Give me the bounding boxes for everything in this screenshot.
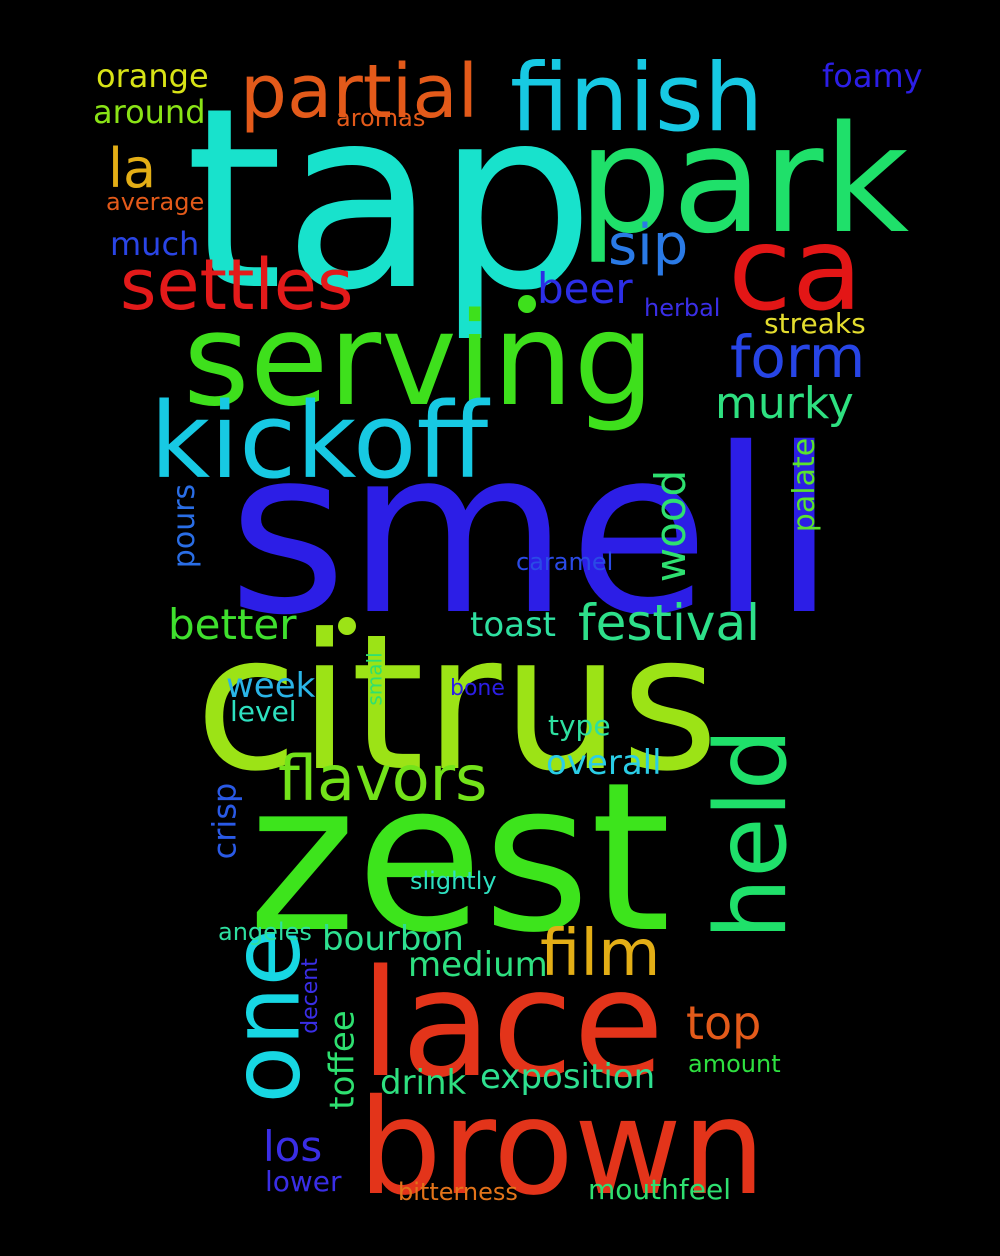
- word-flavors: flavors: [278, 742, 488, 815]
- word-settles: settles: [120, 244, 354, 326]
- word-serving: serving: [183, 286, 655, 435]
- word-streaks: streaks: [764, 307, 866, 340]
- word-los: los: [263, 1122, 323, 1171]
- word-bitterness: bitterness: [398, 1178, 518, 1206]
- word-zest: zest: [248, 738, 671, 978]
- word-bone: bone: [450, 676, 505, 701]
- word-foamy: foamy: [822, 57, 923, 95]
- word-small: small: [362, 651, 387, 706]
- word-slightly: slightly: [410, 867, 497, 895]
- word-herbal: herbal: [644, 294, 721, 322]
- word-partial: partial: [240, 49, 479, 135]
- word-toast: toast: [470, 605, 557, 645]
- word-film: film: [540, 917, 661, 991]
- word-around: around: [93, 93, 206, 131]
- word-toffee: toffee: [322, 1009, 363, 1110]
- word-medium: medium: [408, 945, 548, 985]
- word-type: type: [548, 709, 611, 742]
- word-tap: tap: [185, 54, 595, 345]
- word-much: much: [110, 225, 200, 263]
- word-bourbon: bourbon: [322, 919, 464, 959]
- word-week: week: [226, 666, 316, 706]
- word-finish: finish: [510, 44, 764, 153]
- word-amount: amount: [688, 1050, 781, 1078]
- word-caramel: caramel: [516, 548, 614, 576]
- word-mouthfeel: mouthfeel: [588, 1173, 731, 1206]
- word-festival: festival: [578, 594, 761, 652]
- word-level: level: [230, 695, 297, 728]
- word-lower: lower: [265, 1165, 342, 1198]
- word-top: top: [686, 996, 762, 1050]
- word-crisp: crisp: [204, 782, 243, 859]
- word-citrus: citrus: [195, 594, 719, 813]
- word-palate: palate: [787, 437, 823, 533]
- word-murky: murky: [715, 378, 854, 429]
- word-angeles: angeles: [218, 918, 312, 946]
- word-ca: ca: [728, 202, 863, 337]
- word-wood: wood: [646, 469, 696, 583]
- word-kickoff: kickoff: [150, 380, 489, 502]
- word-overall: overall: [546, 743, 662, 783]
- word-brown: brown: [358, 1071, 766, 1225]
- word-lace: lace: [360, 938, 665, 1110]
- word-orange: orange: [96, 57, 209, 95]
- word-average: average: [106, 188, 205, 216]
- word-form: form: [730, 323, 866, 391]
- word-aromas: aromas: [336, 104, 426, 132]
- word-exposition: exposition: [480, 1057, 656, 1097]
- word-smell: smell: [228, 399, 836, 665]
- dot-mark: [338, 617, 356, 635]
- word-held: held: [694, 728, 809, 940]
- word-better: better: [168, 600, 297, 649]
- word-drink: drink: [380, 1063, 467, 1103]
- word-pours: pours: [167, 483, 203, 569]
- word-la: la: [108, 137, 157, 200]
- word-park: park: [578, 94, 910, 266]
- word-decent: decent: [297, 958, 323, 1034]
- word-beer: beer: [537, 264, 633, 313]
- word-sip: sip: [608, 213, 689, 278]
- dot-mark: [518, 295, 536, 313]
